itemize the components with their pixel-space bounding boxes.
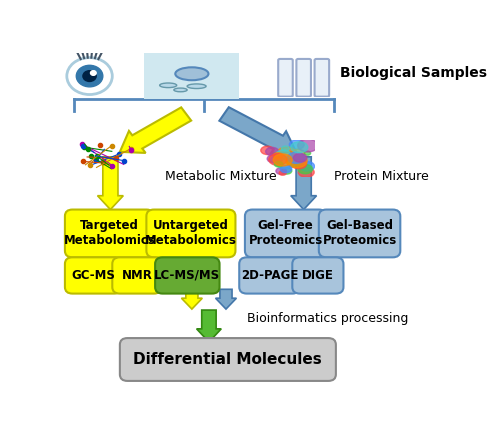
Polygon shape (97, 157, 123, 210)
Text: Biological Samples: Biological Samples (339, 66, 486, 80)
Text: DIGE: DIGE (301, 269, 333, 282)
Polygon shape (181, 289, 202, 309)
Text: 2D-PAGE: 2D-PAGE (241, 269, 298, 282)
Text: Differential Molecules: Differential Molecules (133, 352, 322, 367)
FancyBboxPatch shape (239, 257, 299, 294)
Text: Gel-Based
Proteomics: Gel-Based Proteomics (322, 220, 396, 247)
Text: Metabolic Mixture: Metabolic Mixture (165, 170, 276, 183)
Polygon shape (215, 289, 236, 309)
Text: Bioinformatics processing: Bioinformatics processing (246, 312, 407, 325)
FancyBboxPatch shape (292, 257, 343, 294)
Text: Targeted
Metabolomics: Targeted Metabolomics (63, 220, 155, 247)
FancyBboxPatch shape (146, 210, 235, 257)
Polygon shape (196, 310, 221, 342)
FancyBboxPatch shape (65, 210, 154, 257)
FancyBboxPatch shape (120, 338, 335, 381)
FancyBboxPatch shape (155, 257, 219, 294)
FancyBboxPatch shape (112, 257, 161, 294)
Polygon shape (219, 107, 296, 154)
Text: Protein Mixture: Protein Mixture (333, 170, 428, 183)
FancyBboxPatch shape (65, 257, 122, 294)
FancyBboxPatch shape (318, 210, 400, 257)
Text: LC-MS/MS: LC-MS/MS (154, 269, 220, 282)
Text: NMR: NMR (121, 269, 152, 282)
Text: Untargeted
Metabolomics: Untargeted Metabolomics (144, 220, 236, 247)
FancyBboxPatch shape (244, 210, 326, 257)
Polygon shape (120, 107, 191, 153)
Polygon shape (290, 157, 316, 210)
Text: Gel-Free
Proteomics: Gel-Free Proteomics (248, 220, 322, 247)
Text: GC-MS: GC-MS (71, 269, 115, 282)
